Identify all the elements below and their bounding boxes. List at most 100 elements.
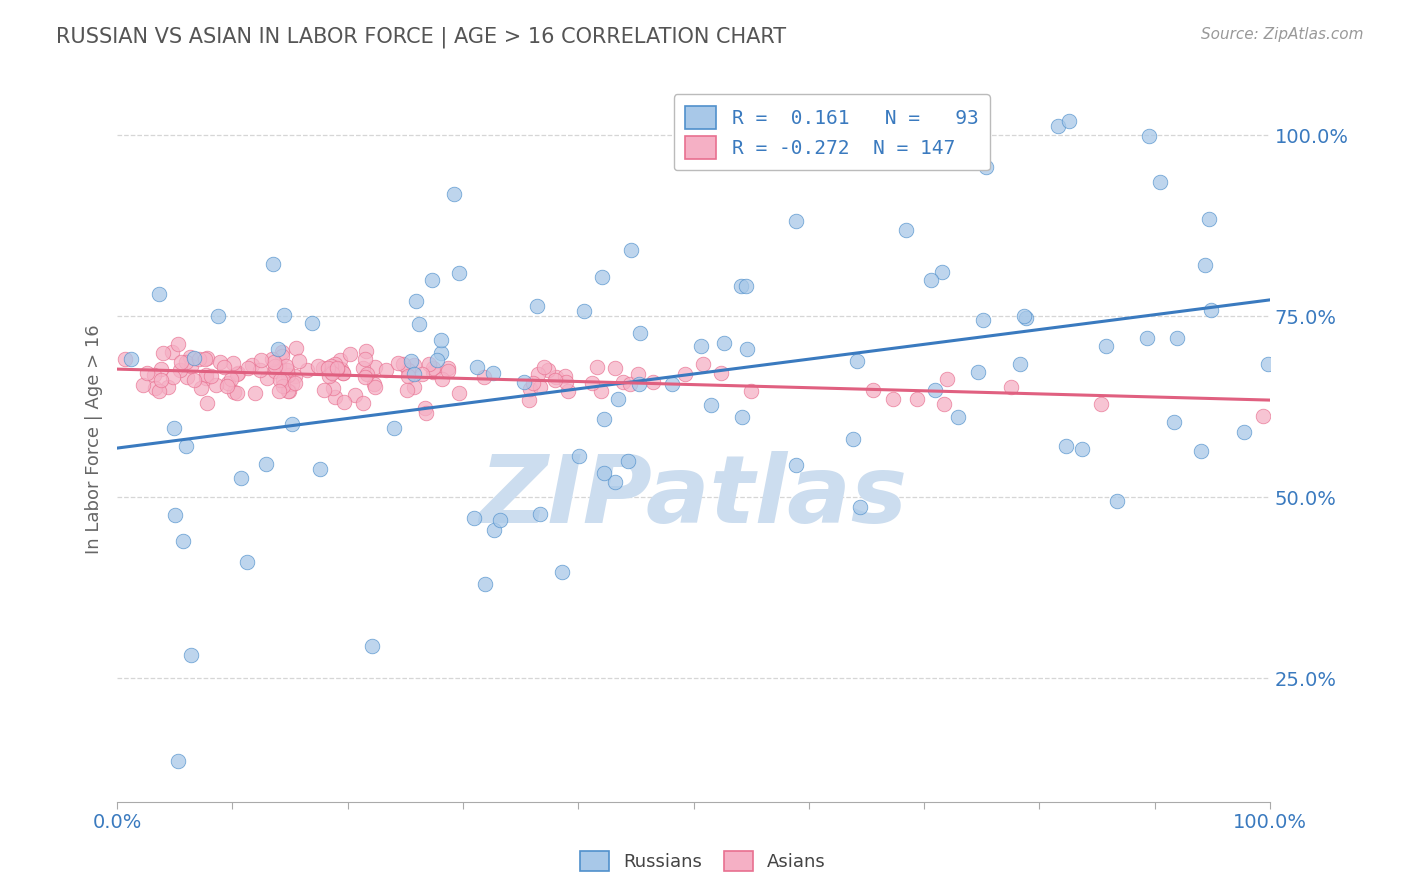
Point [318, 369, 340, 384]
Point [585, 359, 607, 374]
Point [169, 363, 191, 377]
Point [463, 511, 485, 525]
Point [148, 384, 170, 398]
Text: RUSSIAN VS ASIAN IN LABOR FORCE | AGE > 16 CORRELATION CHART: RUSSIAN VS ASIAN IN LABOR FORCE | AGE > … [56, 27, 786, 48]
Point [862, 383, 884, 397]
Point [200, 368, 222, 383]
Point [326, 361, 349, 376]
Point [172, 534, 194, 549]
Point [399, 354, 422, 368]
Point [267, 384, 290, 398]
Point [740, 384, 762, 398]
Point [641, 375, 664, 389]
Point [603, 475, 626, 489]
Point [533, 360, 555, 375]
Point [323, 391, 346, 405]
Point [170, 355, 193, 369]
Point [262, 257, 284, 271]
Point [353, 370, 375, 384]
Point [160, 344, 183, 359]
Point [430, 346, 453, 360]
Text: ZIPatlas: ZIPatlas [479, 451, 908, 543]
Point [212, 360, 235, 375]
Point [413, 401, 436, 416]
Point [250, 352, 273, 367]
Point [627, 367, 650, 381]
Point [710, 366, 733, 380]
Point [581, 376, 603, 390]
Point [208, 355, 231, 369]
Point [176, 355, 198, 369]
Point [1090, 397, 1112, 411]
Point [207, 309, 229, 323]
Point [323, 357, 346, 371]
Point [700, 398, 723, 412]
Point [405, 293, 427, 308]
Point [396, 384, 419, 398]
Point [364, 380, 387, 394]
Point [543, 373, 565, 387]
Point [1198, 212, 1220, 227]
Point [269, 359, 291, 373]
Point [269, 373, 291, 387]
Point [402, 380, 425, 394]
Point [163, 508, 186, 523]
Point [946, 409, 969, 424]
Point [231, 471, 253, 485]
Point [333, 395, 356, 409]
Point [974, 160, 997, 174]
Point [529, 380, 551, 394]
Point [356, 367, 378, 381]
Point [152, 345, 174, 359]
Point [391, 357, 413, 371]
Point [1251, 409, 1274, 423]
Point [673, 367, 696, 381]
Point [612, 375, 634, 389]
Point [557, 384, 579, 399]
Point [382, 421, 405, 435]
Point [418, 357, 440, 371]
Point [176, 370, 198, 384]
Point [273, 309, 295, 323]
Point [472, 370, 495, 384]
Point [402, 358, 425, 372]
Point [271, 379, 294, 393]
Point [1257, 357, 1279, 371]
Point [352, 396, 374, 410]
Point [374, 362, 396, 376]
Point [179, 350, 201, 364]
Point [526, 299, 548, 313]
Point [387, 356, 409, 370]
Point [194, 371, 217, 385]
Point [443, 186, 465, 201]
Point [1054, 439, 1077, 453]
Point [592, 466, 614, 480]
Point [972, 313, 994, 327]
Point [546, 369, 568, 384]
Point [226, 385, 249, 400]
Point [183, 373, 205, 387]
Point [271, 374, 294, 388]
Point [619, 377, 641, 392]
Point [277, 368, 299, 383]
Point [935, 372, 957, 386]
Point [1014, 310, 1036, 325]
Point [931, 265, 953, 279]
Point [322, 381, 344, 395]
Point [222, 385, 245, 400]
Point [447, 385, 470, 400]
Point [264, 359, 287, 374]
Point [219, 372, 242, 386]
Point [396, 362, 419, 376]
Point [364, 360, 387, 375]
Point [329, 362, 352, 376]
Point [195, 396, 218, 410]
Point [474, 577, 496, 591]
Point [363, 376, 385, 391]
Point [143, 381, 166, 395]
Point [187, 352, 209, 367]
Point [236, 361, 259, 376]
Point [536, 362, 558, 376]
Point [627, 377, 650, 392]
Point [1136, 331, 1159, 345]
